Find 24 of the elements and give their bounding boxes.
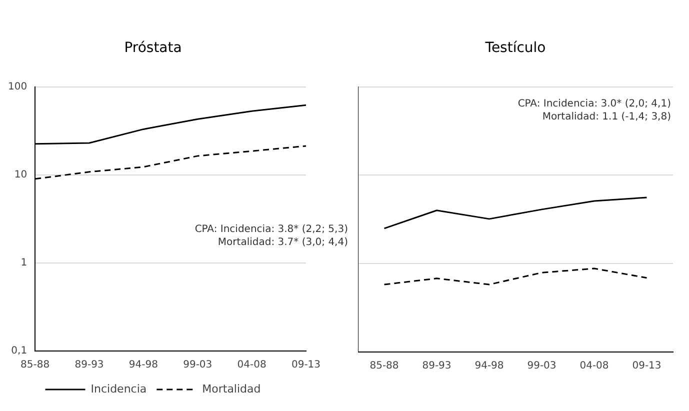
y-tick-label: 10 bbox=[14, 169, 28, 180]
x-tick-label: 94-98 bbox=[128, 360, 158, 371]
legend-label: Incidencia bbox=[90, 382, 147, 396]
y-tick-label: 100 bbox=[8, 81, 28, 92]
x-tick-label: 09-13 bbox=[291, 360, 321, 371]
x-tick-label: 09-13 bbox=[632, 360, 662, 372]
annotation: CPA: Incidencia: 3.8* (2,2; 5,3) bbox=[194, 224, 348, 235]
x-tick-label: 99-03 bbox=[527, 360, 556, 372]
x-tick-label: 94-98 bbox=[474, 360, 504, 372]
chart-title: Próstata bbox=[124, 40, 182, 56]
x-tick-label: 04-08 bbox=[237, 360, 266, 371]
annotation: Mortalidad: 3.7* (3,0; 4,4) bbox=[218, 236, 348, 248]
x-tick-label: 89-93 bbox=[74, 360, 104, 371]
x-tick-label: 99-03 bbox=[183, 360, 212, 371]
x-tick-label: 85-88 bbox=[20, 360, 50, 371]
legend-label: Mortalidad bbox=[202, 382, 261, 396]
annotation: CPA: Incidencia: 3.0* (2,0; 4,1) bbox=[518, 98, 672, 110]
y-tick-label: 1 bbox=[20, 258, 28, 269]
x-tick-label: 85-88 bbox=[370, 360, 399, 372]
x-tick-label: 89-93 bbox=[422, 360, 452, 372]
y-tick-label: 0,1 bbox=[11, 346, 28, 357]
annotation: Mortalidad: 1.1 (-1,4; 3,8) bbox=[542, 111, 672, 122]
x-tick-label: 04-08 bbox=[580, 360, 609, 372]
chart-title: Testículo bbox=[484, 40, 546, 56]
